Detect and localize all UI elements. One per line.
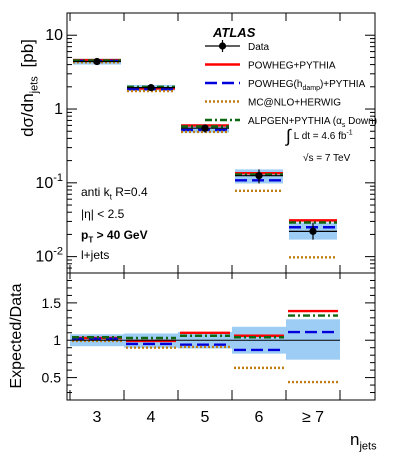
channel-label: l+jets [81, 248, 110, 262]
x-tick-label: ≥ 7 [302, 409, 324, 426]
y-tick-label: 10-2 [35, 246, 63, 266]
legend-series-0-label: POWHEG+PYTHIA [248, 61, 336, 72]
ylabel-ratio: Expected/Data [8, 283, 25, 389]
data-point [147, 84, 155, 92]
x-axis-label: njets [350, 430, 377, 453]
data-point [309, 227, 317, 235]
eta-cut-label: |η| < 2.5 [81, 207, 125, 221]
x-tick-label: 3 [93, 409, 102, 426]
x-tick-label: 6 [255, 409, 264, 426]
legend: Data POWHEG+PYTHIA POWHEG(hdamp)+PYTHIA MC@… [205, 40, 377, 129]
data-point [93, 57, 101, 66]
ratio-y-tick-label: 1 [53, 332, 61, 348]
ratio-panel: 0.5 1 1.5 3 4 5 6 ≥ 7 [42, 272, 376, 426]
x-tick-label: 4 [147, 409, 156, 426]
ratio-y-tick-label: 1.5 [42, 295, 62, 311]
y-tick-label: 10-1 [35, 172, 63, 192]
ratio-plot-frame [66, 272, 376, 401]
lumi-label: ∫ L dt = 4.6 fb-1 [286, 126, 353, 146]
ylabel-main: dσ/dnjets [pb] [18, 39, 41, 137]
data-point [201, 124, 209, 132]
main-panel: 10-2 10-1 1 10 [35, 12, 376, 274]
legend-series-3-label: ALPGEN+PYTHIA (αs Down) [248, 116, 377, 129]
data-point [255, 172, 263, 180]
ratio-y-tick-label: 0.5 [42, 370, 62, 386]
legend-series-2-label: MC@NLO+HERWIG [248, 98, 341, 109]
y-tick-label: 10 [45, 27, 63, 44]
legend-data-marker [218, 42, 227, 50]
legend-data-label: Data [248, 42, 270, 53]
pt-cut-label: pT > 40 GeV [81, 228, 148, 245]
energy-label: √s = 7 TeV [303, 153, 351, 164]
legend-series-1-label: POWHEG(hdamp)+PYTHIA [248, 79, 366, 92]
ratio-uncertainty-band [286, 319, 340, 360]
jet-algo-label: anti kt R=0.4 [81, 185, 148, 202]
atlas-label: ATLAS [213, 25, 256, 40]
x-tick-label: 5 [201, 409, 210, 426]
y-tick-label: 1 [54, 101, 63, 118]
